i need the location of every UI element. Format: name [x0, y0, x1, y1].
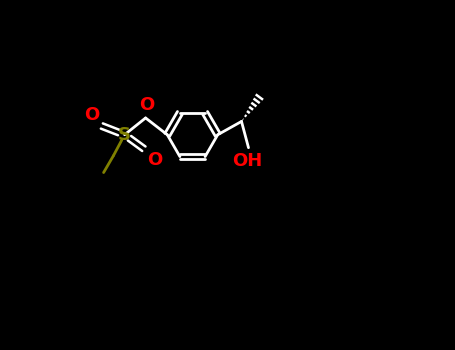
Text: O: O [147, 150, 162, 168]
Text: S: S [118, 126, 131, 144]
Text: OH: OH [232, 152, 262, 170]
Text: O: O [139, 96, 154, 114]
Text: O: O [84, 106, 99, 124]
